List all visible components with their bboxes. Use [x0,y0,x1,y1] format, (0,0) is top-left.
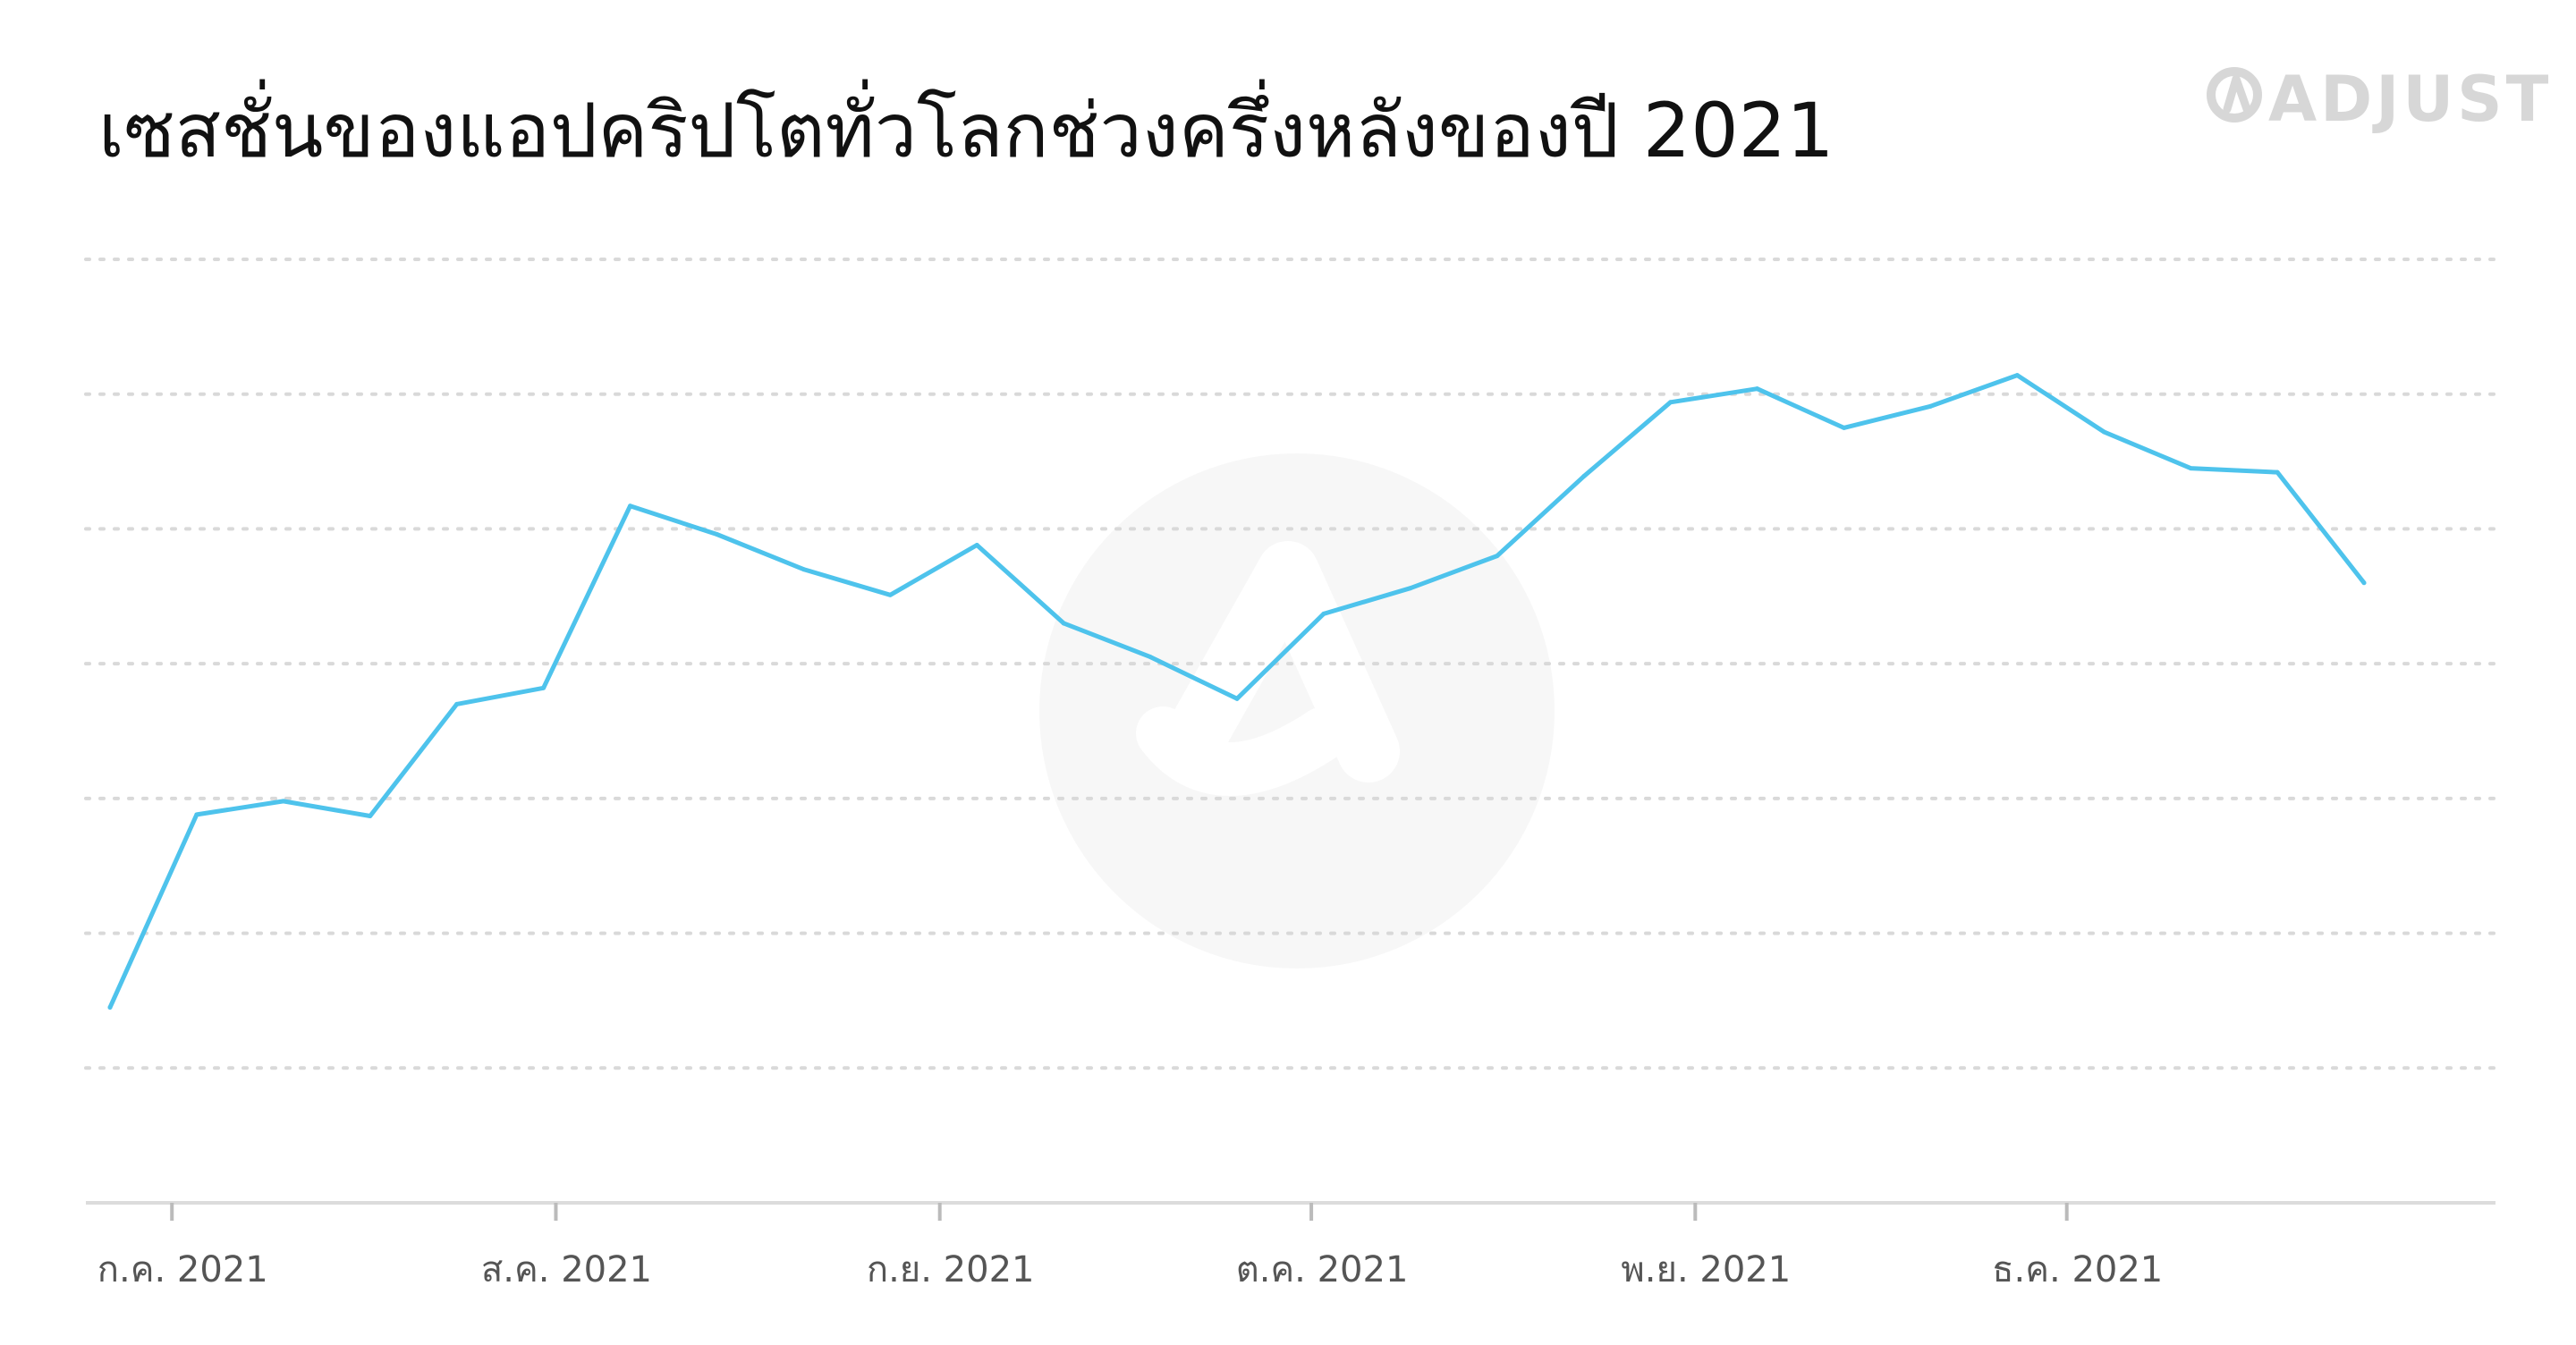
x-tick-label: ต.ค. 2021 [1236,1249,1409,1290]
data-point [368,813,373,818]
data-point [541,685,547,690]
chart-title: เซสชั่นของแอปคริปโตทั่วโลกช่วงครึ่งหลังข… [98,87,1835,174]
x-tick-label: พ.ย. 2021 [1621,1249,1791,1290]
data-point [1321,611,1326,616]
data-point [1581,474,1587,479]
data-point [1061,621,1066,626]
data-point [2101,429,2106,435]
x-tick-label: ส.ค. 2021 [481,1249,652,1290]
x-axis: ก.ค. 2021 ส.ค. 2021 ก.ย. 2021 ต.ค. 2021 พ.ย.… [86,1201,2496,1290]
data-point [2275,469,2280,475]
data-point [1148,655,1153,660]
data-point [1408,586,1413,591]
data-point [1928,403,1933,409]
series-layer [107,373,2367,1010]
data-point [628,503,633,509]
adjust-logo-text: ADJUST [2268,63,2553,136]
data-point [2014,373,2020,378]
x-tick-label: ก.ค. 2021 [97,1249,268,1290]
x-tick-label: ธ.ค. 2021 [1992,1249,2163,1290]
data-point [281,799,286,804]
data-point [1234,696,1240,701]
data-point [714,531,719,537]
data-point [1755,386,1760,392]
data-point [194,812,199,817]
data-point [1668,400,1674,405]
grid-lines [84,258,2497,1070]
data-point [454,701,460,706]
adjust-logo: ADJUST [2206,59,2548,140]
x-tick-label: ก.ย. 2021 [867,1249,1035,1290]
adjust-logo-icon [2207,67,2262,123]
data-point [2188,466,2193,471]
data-point [801,567,806,572]
data-point [887,592,893,597]
data-point [1495,554,1500,559]
data-point [2361,580,2367,586]
data-point [107,1004,113,1010]
data-point [1841,425,1846,430]
data-point [974,543,979,548]
